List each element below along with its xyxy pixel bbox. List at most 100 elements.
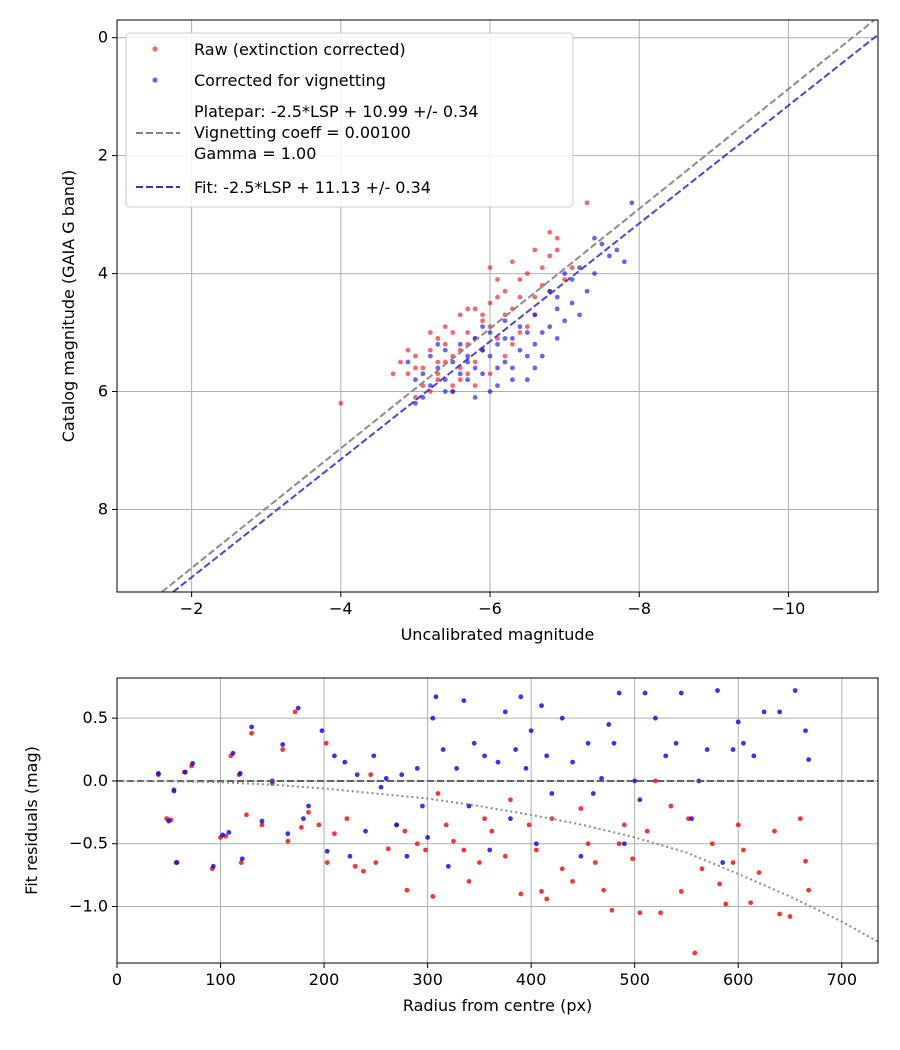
data-point: [298, 825, 304, 830]
data-point: [592, 235, 597, 241]
data-point: [524, 324, 530, 330]
data-point: [443, 822, 449, 828]
data-point: [440, 747, 446, 752]
x-tick-label: 100: [205, 970, 236, 989]
data-point: [723, 901, 729, 907]
data-point: [423, 847, 428, 853]
data-point: [797, 816, 803, 822]
data-point: [332, 831, 337, 837]
data-point: [577, 312, 582, 318]
data-point: [549, 816, 555, 822]
data-point: [259, 822, 265, 828]
data-point: [539, 265, 545, 271]
data-point: [518, 891, 524, 897]
data-point: [454, 765, 460, 771]
data-point: [533, 841, 539, 847]
data-point: [495, 294, 500, 300]
data-point: [532, 365, 538, 371]
data-point: [510, 377, 515, 383]
data-point: [508, 797, 513, 803]
data-point: [637, 910, 643, 916]
data-point: [777, 709, 783, 715]
data-point: [414, 841, 420, 847]
data-point: [425, 835, 431, 840]
legend-platepar-label: Gamma = 1.00: [194, 144, 316, 163]
data-point: [524, 353, 530, 359]
data-point: [383, 776, 389, 781]
data-point: [547, 324, 553, 330]
data-point: [554, 235, 560, 241]
data-point: [554, 336, 560, 341]
data-point: [472, 359, 478, 365]
data-point: [174, 860, 180, 865]
x-tick-label: 300: [412, 970, 443, 989]
data-point: [741, 847, 746, 853]
data-point: [502, 359, 508, 365]
data-point: [570, 878, 575, 884]
data-point: [539, 330, 545, 335]
data-point: [735, 719, 741, 725]
data-point: [547, 253, 553, 259]
data-point: [668, 803, 674, 809]
data-point: [699, 866, 705, 872]
data-point: [584, 200, 590, 206]
data-point: [300, 816, 306, 822]
data-point: [487, 353, 493, 359]
data-point: [427, 330, 433, 335]
data-point: [450, 359, 456, 365]
data-point: [717, 881, 722, 887]
data-point: [629, 200, 635, 206]
data-point: [554, 306, 560, 312]
data-point: [433, 694, 439, 700]
data-point: [652, 715, 658, 721]
data-point: [323, 740, 329, 746]
data-point: [451, 838, 456, 844]
data-point: [562, 318, 568, 324]
data-point: [544, 753, 550, 759]
data-point: [427, 353, 433, 359]
data-point: [510, 365, 515, 371]
data-point: [361, 868, 366, 874]
data-point: [259, 818, 265, 824]
data-point: [487, 265, 493, 271]
data-point: [495, 341, 500, 347]
data-point: [751, 753, 757, 759]
y-tick-label: 2: [98, 146, 108, 165]
data-point: [465, 371, 471, 377]
data-point: [324, 848, 330, 854]
data-point: [466, 878, 472, 884]
data-point: [166, 818, 172, 824]
data-point: [226, 830, 232, 835]
data-point: [761, 709, 767, 715]
x-tick-label: 700: [826, 970, 857, 989]
data-point: [524, 377, 530, 383]
y-tick-label: 4: [98, 264, 108, 283]
data-point: [442, 347, 448, 353]
data-point: [430, 894, 436, 899]
data-point: [692, 950, 698, 956]
data-point: [457, 341, 463, 347]
data-point: [663, 753, 669, 759]
axes-frame: [116, 19, 879, 593]
data-point: [609, 907, 615, 913]
legend: Raw (extinction corrected) Corrected for …: [125, 32, 574, 208]
data-point: [517, 347, 523, 353]
data-point: [182, 769, 188, 775]
data-point: [285, 831, 291, 837]
data-point: [171, 788, 177, 794]
data-point: [482, 753, 487, 759]
data-point: [210, 863, 216, 869]
axes-frame: [116, 677, 879, 964]
data-point: [678, 889, 684, 894]
data-point: [549, 791, 555, 796]
data-point: [487, 330, 493, 335]
data-point: [472, 383, 478, 389]
data-point: [502, 318, 508, 324]
data-point: [642, 690, 648, 696]
data-point: [472, 365, 478, 371]
x-tick-label: −8: [627, 599, 651, 618]
data-point: [413, 365, 418, 371]
data-point: [390, 371, 396, 377]
x-axis-label: Uncalibrated magnitude: [401, 625, 595, 644]
data-point: [772, 828, 777, 834]
